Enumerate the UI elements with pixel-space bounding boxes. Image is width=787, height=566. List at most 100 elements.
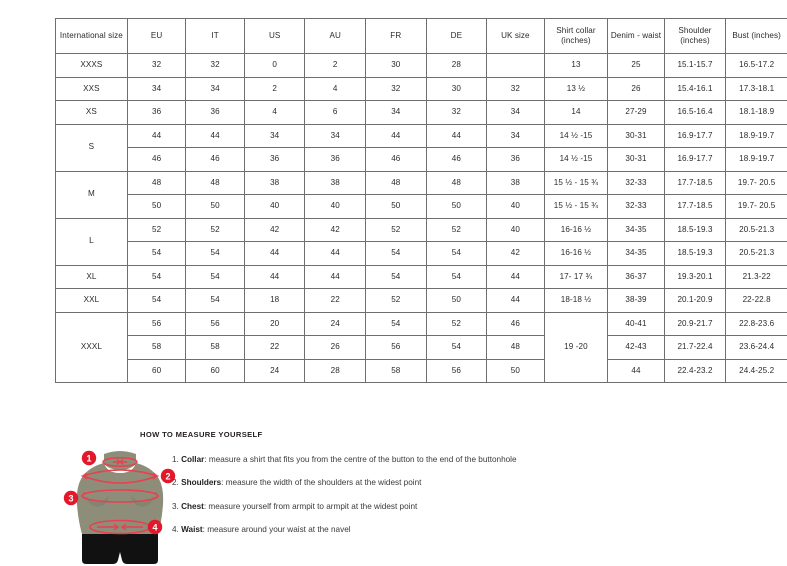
column-header-9: Denim - waist — [607, 18, 665, 54]
data-cell: 17- 17 ¾ — [543, 264, 609, 289]
data-cell: 40-41 — [607, 311, 665, 336]
size-label-cell: S — [55, 123, 128, 172]
data-cell: 54 — [126, 264, 187, 289]
data-cell: 46 — [185, 147, 245, 172]
data-cell: 6 — [304, 100, 367, 125]
data-cell: 16.9-17.7 — [663, 147, 727, 172]
collar-measure-line — [102, 457, 138, 467]
data-cell: 40 — [304, 194, 367, 219]
data-cell: 16-16 ½ — [543, 241, 609, 266]
data-cell: 32 — [185, 53, 245, 78]
data-cell: 34 — [304, 123, 367, 148]
data-cell: 44 — [126, 123, 187, 148]
data-cell: 18.1-18.9 — [725, 100, 787, 125]
column-header-7: UK size — [486, 18, 545, 54]
data-cell: 54 — [185, 264, 245, 289]
data-cell: 46 — [486, 311, 545, 336]
data-cell: 34 — [185, 76, 245, 101]
data-cell: 16.5-16.4 — [663, 100, 727, 125]
badge-1-label: 1 — [86, 453, 91, 463]
data-cell: 13 ½ — [543, 76, 609, 101]
table-row: 46 46 36 36 46 46 36 14 ½ -15 30-31 16.9-17.7 18.9… — [56, 147, 787, 172]
data-cell: 32 — [425, 100, 488, 125]
data-cell: 16.9-17.7 — [663, 123, 727, 148]
data-cell: 25 — [607, 53, 665, 78]
data-cell: 50 — [425, 288, 488, 313]
badge-1: 1 — [81, 450, 97, 466]
table-row: 54 54 44 44 54 54 42 16-16 ½ 34-35 18.5-19.3 20.5-… — [56, 241, 787, 266]
data-cell: 58 — [365, 358, 427, 383]
data-cell: 54 — [425, 264, 488, 289]
data-cell: 18-18 ½ — [543, 288, 609, 313]
data-cell: 26 — [304, 335, 367, 360]
data-cell: 38 — [486, 170, 545, 195]
data-cell: 58 — [185, 335, 245, 360]
data-cell: 14 ½ -15 — [543, 123, 609, 148]
data-cell: 36 — [126, 100, 187, 125]
data-cell: 40 — [486, 217, 545, 242]
data-cell: 22 — [243, 335, 306, 360]
shorts-shape — [82, 534, 158, 564]
data-cell: 20 — [243, 311, 306, 336]
data-cell: 58 — [126, 335, 187, 360]
data-cell: 32 — [365, 76, 427, 101]
data-cell: 52 — [425, 217, 488, 242]
data-cell: 15 ½ - 15 ¾ — [543, 170, 609, 195]
data-cell: 19.7- 20.5 — [725, 194, 787, 219]
badge-2-label: 2 — [165, 471, 170, 481]
column-header-10: Shoulder (inches) — [663, 18, 727, 54]
data-cell: 22.4-23.2 — [663, 358, 727, 383]
data-cell: 20.1-20.9 — [663, 288, 727, 313]
data-cell: 42 — [304, 217, 367, 242]
data-cell: 38 — [243, 170, 306, 195]
measure-step-3: 3. Chest: measure yourself from armpit t… — [172, 502, 780, 512]
size-table-container: International size EU IT US AU FR DE UK size Shi… — [55, 18, 787, 383]
data-cell: 38 — [304, 170, 367, 195]
step-number: 1. — [172, 455, 182, 464]
data-cell: 4 — [243, 100, 306, 125]
data-cell: 34-35 — [607, 217, 665, 242]
data-cell: 0 — [243, 53, 306, 78]
data-cell: 46 — [425, 147, 488, 172]
data-cell: 15.1-15.7 — [663, 53, 727, 78]
data-cell: 50 — [185, 194, 245, 219]
table-row: XL 54 54 44 44 54 54 44 17- 17 ¾ 36-37 19.3-20.1 21… — [55, 264, 787, 289]
step-text: : measure yourself from armpit to armpit… — [203, 501, 418, 511]
waist-arrowheads — [113, 523, 127, 531]
table-row: XXXS 32 32 0 2 30 28 13 25 15.1-15.7 16.5-17.2 — [55, 53, 787, 78]
data-cell: 20.5-21.3 — [725, 217, 787, 242]
international-size-table: International size EU IT US AU FR DE UK size Shi… — [55, 18, 787, 383]
data-cell: 60 — [185, 358, 245, 383]
column-header-6: DE — [425, 18, 488, 54]
data-cell: 13 — [543, 53, 609, 78]
data-cell: 19.7- 20.5 — [725, 170, 787, 195]
data-cell: 42-43 — [607, 335, 665, 360]
chest-arrow-right — [153, 492, 160, 500]
data-cell: 18.5-19.3 — [663, 241, 727, 266]
data-cell: 34 — [126, 76, 187, 101]
data-cell: 52 — [185, 217, 245, 242]
data-cell: 52 — [126, 217, 187, 242]
data-cell: 48 — [425, 170, 488, 195]
data-cell: 54 — [425, 335, 488, 360]
collar-arrowheads — [116, 459, 124, 465]
data-cell: 52 — [365, 217, 427, 242]
step-text: : measure a shirt that fits you from the… — [204, 455, 517, 464]
table-row: XS 36 36 4 6 34 32 34 14 27-29 16.5-16.4 18.1-18.9 — [55, 100, 787, 125]
data-cell: 32-33 — [607, 194, 665, 219]
data-cell: 17.3-18.1 — [725, 76, 787, 101]
step-text: : measure around your waist at the navel — [202, 525, 351, 535]
data-cell: 48 — [365, 170, 427, 195]
data-cell: 21.3-22 — [725, 264, 787, 289]
data-cell: 20.9-21.7 — [663, 311, 727, 336]
data-cell: 22.8-23.6 — [725, 311, 787, 336]
data-cell: 52 — [365, 288, 427, 313]
column-header-3: US — [243, 18, 306, 54]
data-cell: 50 — [126, 194, 187, 219]
data-cell: 2 — [304, 53, 367, 78]
table-header-row: International size EU IT US AU FR DE UK size Shi… — [55, 18, 787, 54]
data-cell: 19 -20 — [543, 311, 609, 383]
data-cell: 24 — [304, 311, 367, 336]
data-cell: 44 — [243, 241, 306, 266]
